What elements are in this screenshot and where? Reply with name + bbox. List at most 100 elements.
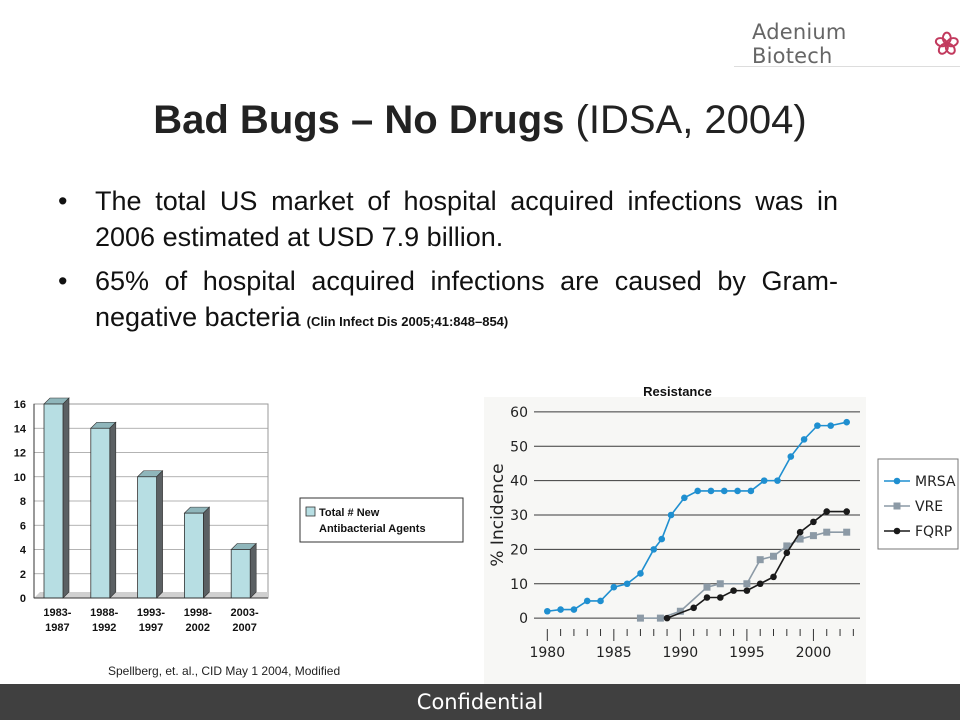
y-tick-label: 40 (510, 474, 528, 490)
chart-source: Spellberg, et. al., CID May 1 2004, Modi… (108, 664, 341, 678)
data-point (743, 580, 751, 588)
data-point (756, 580, 764, 588)
data-point (583, 597, 591, 605)
bullet-icon: • (58, 266, 68, 296)
bar-side (62, 397, 70, 599)
bar (230, 549, 251, 599)
data-point (690, 604, 697, 612)
data-point (663, 614, 671, 622)
legend-label: VRE (915, 499, 943, 515)
data-point (623, 580, 631, 588)
series-fqrp (663, 508, 850, 622)
data-point (650, 546, 658, 553)
legend-marker (893, 527, 901, 535)
y-tick-label: 60 (510, 405, 528, 421)
data-point (716, 580, 724, 588)
y-tick-label: 0 (20, 593, 26, 605)
y-tick-label: 0 (519, 611, 528, 627)
data-point (843, 418, 850, 426)
data-point (703, 594, 711, 601)
x-tick-label: 1995 (729, 645, 765, 661)
y-tick-label: 4 (20, 545, 27, 557)
data-point (774, 477, 781, 484)
bullet-list: • The total US market of hospital acquire… (58, 183, 838, 348)
x-tick-label: 1987 (45, 622, 69, 634)
antibacterial-agents-bar-chart: 0 2 4 6 8 10 12 14 16 1983- 1987 1988- 1992 1993- 1997… (14, 397, 464, 634)
data-point (796, 528, 804, 536)
data-point (597, 597, 604, 605)
data-point (770, 552, 778, 560)
data-point (681, 494, 688, 502)
data-point (809, 532, 817, 540)
y-axis-label: % Incidence (488, 463, 508, 566)
y-tick-label: 10 (14, 472, 26, 484)
data-point (810, 518, 817, 526)
data-point (694, 487, 701, 495)
data-point (716, 594, 724, 601)
legend-label: MRSA (915, 474, 956, 490)
y-tick-label: 16 (14, 399, 26, 411)
x-tick-label: 1988- (90, 607, 118, 619)
y-tick-label: 12 (14, 448, 26, 460)
company-logo: Adenium Biotech (752, 20, 960, 68)
y-tick-label: 10 (510, 577, 528, 593)
data-point (760, 477, 768, 484)
data-point (570, 606, 578, 613)
line-legend: MRSA VRE FQRP (877, 458, 959, 550)
bar-side (249, 542, 257, 599)
data-point (770, 573, 777, 581)
data-point (610, 583, 618, 591)
bar-side (203, 506, 210, 599)
y-tick-label: 6 (20, 520, 26, 532)
data-point (707, 487, 715, 495)
x-tick-label: 2007 (232, 622, 256, 634)
footer-text: Confidential (416, 690, 544, 714)
x-tick-label: 1980 (529, 645, 565, 661)
data-point (827, 422, 835, 429)
data-point (783, 542, 791, 550)
flower-logo-icon (935, 31, 960, 55)
x-tick-label: 2000 (796, 645, 832, 661)
x-tick-label: 2003- (231, 607, 259, 619)
data-point (796, 535, 804, 543)
x-tick-label: 1990 (663, 645, 699, 661)
logo-text: Adenium Biotech (752, 20, 847, 68)
data-point (557, 606, 564, 613)
citation: (Clin Infect Dis 2005;41:848–854) (306, 314, 509, 329)
data-point (783, 549, 791, 557)
bar (183, 512, 204, 599)
bullet-text: The total US market of hospital acquired… (95, 186, 838, 252)
bullet-item: • The total US market of hospital acquire… (58, 183, 838, 255)
footer-bar: Confidential (0, 684, 960, 720)
data-point (720, 487, 728, 495)
y-tick-label: 14 (14, 423, 27, 435)
legend-box (877, 458, 959, 550)
chart-background (484, 397, 866, 684)
data-point (734, 487, 741, 495)
x-tick-label: 1983- (43, 607, 71, 619)
x-tick-label: 1997 (139, 622, 163, 634)
data-point (843, 528, 851, 536)
resistance-line-chart: 0 10 20 30 40 50 60 1980 1985 1990 1995 2000 % Incid… (484, 397, 959, 684)
data-point (637, 570, 644, 577)
y-tick-label: 2 (20, 569, 26, 581)
legend-label: Antibacterial Agents (319, 523, 426, 535)
bar-side (109, 421, 117, 599)
x-tick-label: 1998- (184, 607, 212, 619)
title-rest: (IDSA, 2004) (564, 98, 807, 142)
y-tick-label: 30 (510, 508, 528, 524)
bullet-icon: • (58, 186, 68, 216)
legend-box (299, 497, 464, 543)
x-tick-label: 1993- (137, 607, 165, 619)
data-point (676, 607, 684, 615)
bar (43, 403, 64, 599)
bar (137, 476, 158, 599)
data-point (823, 508, 831, 515)
bullet-item: • 65% of hospital acquired infections are… (58, 263, 838, 340)
data-point (743, 587, 751, 594)
slide-title: Bad Bugs – No Drugs (IDSA, 2004) (0, 98, 960, 143)
bar (90, 427, 111, 599)
data-point (800, 436, 808, 443)
bar-side (156, 470, 163, 599)
y-tick-label: 50 (510, 439, 528, 455)
